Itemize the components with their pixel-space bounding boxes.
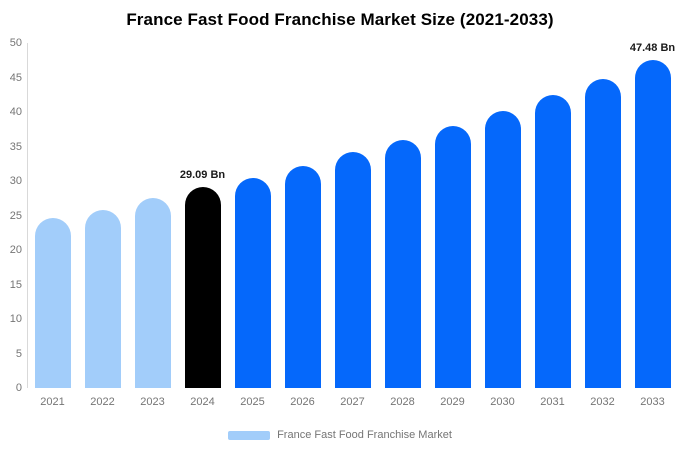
- x-tick-label: 2031: [540, 396, 565, 408]
- bar-2032: [584, 78, 621, 388]
- y-tick-label: 40: [9, 106, 22, 118]
- x-tick-label: 2021: [40, 396, 65, 408]
- y-axis-line: [27, 43, 28, 388]
- y-tick-label: 30: [9, 175, 22, 187]
- bar-2030: [484, 111, 521, 388]
- bar-2028: [384, 140, 421, 388]
- x-tick-label: 2026: [290, 396, 315, 408]
- x-tick-label: 2033: [640, 396, 665, 408]
- bar-2022: [84, 209, 121, 388]
- y-tick-label: 20: [9, 244, 22, 256]
- y-tick-label: 50: [9, 37, 22, 49]
- data-label-2024: 29.09 Bn: [179, 169, 226, 182]
- y-tick-label: 35: [9, 140, 22, 153]
- bar-2026: [284, 165, 321, 388]
- x-tick-label: 2032: [590, 396, 615, 408]
- chart-title: France Fast Food Franchise Market Size (…: [126, 10, 554, 29]
- bar-2024: [184, 187, 221, 388]
- x-tick-label: 2027: [340, 396, 365, 408]
- y-tick-label: 15: [9, 278, 22, 291]
- x-tick-label: 2030: [490, 396, 515, 408]
- y-tick-label: 0: [15, 382, 22, 394]
- x-tick-label: 2028: [390, 396, 415, 408]
- x-tick-label: 2029: [440, 396, 465, 408]
- legend-label: France Fast Food Franchise Market: [277, 429, 452, 441]
- legend-swatch: [228, 430, 271, 440]
- bar-2031: [534, 94, 571, 388]
- bar-2025: [234, 178, 271, 388]
- y-tick-label: 25: [9, 209, 22, 222]
- bar-2021: [34, 218, 71, 388]
- x-tick-label: 2023: [140, 396, 165, 408]
- bar-2033: [634, 60, 671, 388]
- bar-2023: [134, 198, 171, 388]
- y-tick-label: 5: [15, 347, 22, 360]
- x-tick-label: 2022: [90, 396, 115, 408]
- legend: France Fast Food Franchise Market: [0, 426, 680, 444]
- y-tick-label: 45: [9, 71, 22, 84]
- bar-2027: [334, 152, 371, 388]
- y-tick-label: 10: [9, 313, 22, 325]
- x-tick-label: 2024: [190, 396, 215, 408]
- data-label-2033: 47.48 Bn: [629, 42, 676, 55]
- x-tick-label: 2025: [240, 396, 265, 408]
- bar-2029: [434, 125, 471, 388]
